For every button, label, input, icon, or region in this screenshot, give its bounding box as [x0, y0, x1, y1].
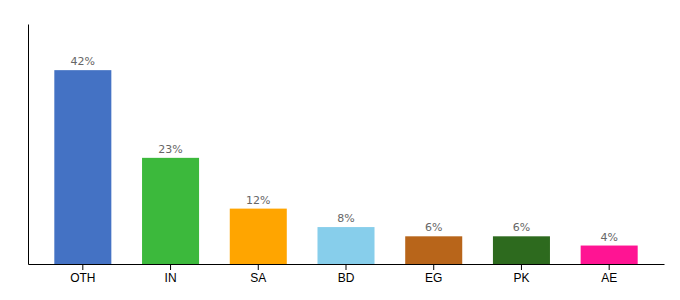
x-tick-label: OTH	[70, 271, 95, 285]
x-tick-label: AE	[601, 271, 617, 285]
bar	[317, 227, 374, 264]
data-labels: 42% 23% 12% 8% 6% 6% 4%	[71, 55, 618, 243]
x-tick-mark	[521, 264, 522, 270]
x-tick-mark	[170, 264, 171, 270]
bar	[581, 246, 638, 264]
x-tick: AE	[601, 264, 617, 285]
bars	[54, 70, 637, 264]
x-tick: OTH	[70, 264, 95, 285]
bar	[230, 209, 287, 264]
x-tick-mark	[258, 264, 259, 270]
x-tick-label: EG	[425, 271, 442, 285]
plot: 42% 23% 12% 8% 6% 6% 4% OTH IN SA BD EG PK AE	[29, 25, 665, 285]
chart: 42% 23% 12% 8% 6% 6% 4% OTH IN SA BD EG PK AE	[0, 0, 680, 300]
bar	[54, 70, 111, 264]
x-tick-mark	[346, 264, 347, 270]
data-label: 42%	[71, 55, 95, 68]
x-tick: BD	[338, 264, 355, 285]
y-axis-line	[28, 25, 29, 265]
data-label: 8%	[337, 212, 354, 225]
y-axis	[28, 25, 29, 265]
data-label: 4%	[600, 231, 617, 244]
x-tick-mark	[609, 264, 610, 270]
x-tick-label: SA	[250, 271, 266, 285]
bar	[493, 236, 550, 264]
x-tick-mark	[82, 264, 83, 270]
x-tick-mark	[433, 264, 434, 270]
data-label: 23%	[158, 143, 182, 156]
x-tick: SA	[250, 264, 266, 285]
x-tick: EG	[425, 264, 442, 285]
data-label: 6%	[513, 221, 530, 234]
bar	[142, 158, 199, 264]
bar	[405, 236, 462, 264]
x-tick-label: PK	[513, 271, 529, 285]
x-tick: PK	[513, 264, 529, 285]
x-axis: OTH IN SA BD EG PK AE	[29, 264, 665, 285]
x-tick: IN	[165, 264, 177, 285]
x-tick-label: BD	[338, 271, 355, 285]
x-tick-label: IN	[165, 271, 177, 285]
data-label: 6%	[425, 221, 442, 234]
data-label: 12%	[246, 194, 270, 207]
